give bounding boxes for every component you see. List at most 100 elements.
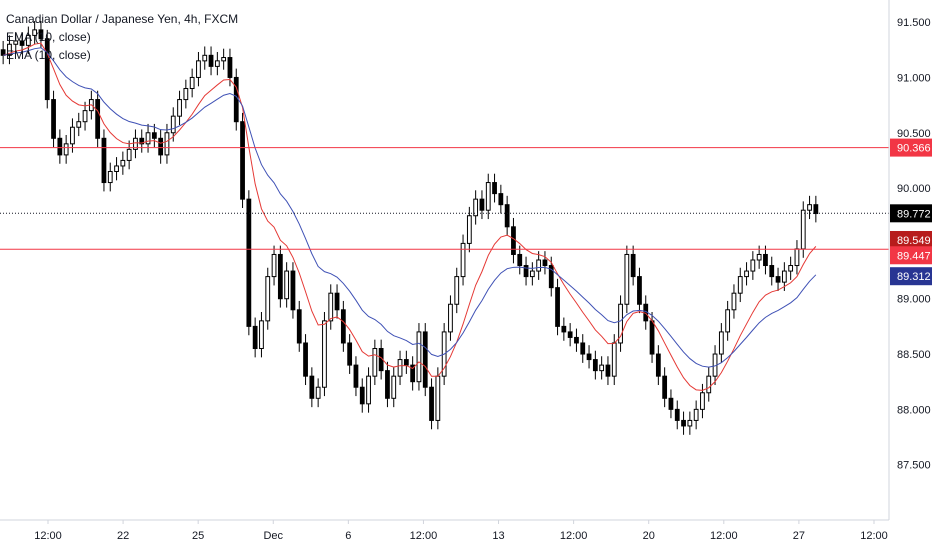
time-axis[interactable]: 12:00 22 25 Dec 6 12:00 13 12:00 20 12:00 27 12:00 bbox=[34, 520, 888, 542]
price-badge-label: 89.312 bbox=[897, 271, 931, 283]
candle-down bbox=[385, 370, 390, 399]
candle-up bbox=[183, 88, 189, 101]
candle-down bbox=[422, 331, 428, 388]
candle-down bbox=[479, 198, 485, 211]
candle-up bbox=[687, 419, 693, 427]
x-tick-label: 22 bbox=[117, 530, 129, 542]
candle-down bbox=[101, 137, 107, 184]
candle-up bbox=[196, 60, 201, 78]
price-badge-label: 89.772 bbox=[897, 208, 931, 220]
candle-down bbox=[555, 287, 560, 327]
candle-up bbox=[82, 110, 88, 123]
candle-down bbox=[769, 265, 775, 278]
candle-up bbox=[718, 331, 724, 355]
candle-down bbox=[586, 353, 592, 361]
candle-up bbox=[536, 259, 542, 272]
candle-up bbox=[221, 57, 227, 62]
candle-down bbox=[208, 54, 214, 67]
y-tick-label: 88.500 bbox=[897, 349, 931, 361]
candle-down bbox=[429, 386, 434, 421]
candle-down bbox=[51, 99, 56, 139]
candle-up bbox=[750, 259, 756, 272]
candle-up bbox=[32, 29, 38, 36]
candle-down bbox=[309, 375, 315, 399]
candle-down bbox=[637, 276, 642, 305]
candle-down bbox=[359, 386, 365, 405]
candle-up bbox=[372, 348, 378, 377]
x-tick-label: Dec bbox=[263, 530, 283, 542]
candle-down bbox=[511, 226, 516, 255]
candle-down bbox=[246, 198, 252, 327]
candle-up bbox=[529, 270, 535, 278]
candle-up bbox=[416, 331, 422, 383]
candle-up bbox=[259, 320, 264, 350]
price-badge-ema-slow bbox=[890, 267, 932, 286]
candle-up bbox=[744, 270, 749, 278]
candle-down bbox=[44, 38, 50, 101]
price-axis[interactable]: 91.50091.00090.50090.00089.50089.00088.5… bbox=[897, 17, 931, 472]
candle-down bbox=[38, 29, 44, 40]
candle-down bbox=[548, 265, 554, 289]
x-tick-label: 13 bbox=[492, 530, 504, 542]
candle-down bbox=[233, 76, 239, 123]
candle-up bbox=[700, 392, 705, 410]
candle-up bbox=[466, 215, 472, 244]
price-badge-label: 89.447 bbox=[897, 250, 931, 262]
y-tick-label: 88.000 bbox=[897, 404, 931, 416]
x-tick-label: 12:00 bbox=[560, 530, 588, 542]
candle-up bbox=[328, 292, 334, 322]
ema-slow-line bbox=[3, 47, 817, 368]
y-tick-label: 89.000 bbox=[897, 294, 931, 306]
candle-up bbox=[725, 309, 731, 333]
price-badge-support bbox=[890, 246, 932, 265]
x-tick-label: 20 bbox=[643, 530, 655, 542]
candle-up bbox=[164, 132, 170, 156]
candle-down bbox=[681, 419, 686, 427]
candle-up bbox=[397, 359, 403, 377]
candle-up bbox=[25, 34, 31, 46]
candle-down bbox=[662, 375, 668, 399]
candle-up bbox=[145, 132, 151, 145]
candle-up bbox=[618, 303, 623, 344]
candle-up bbox=[731, 292, 737, 311]
legend-title: Canadian Dollar / Japanese Yen, 4h, FXCM bbox=[6, 12, 239, 26]
candle-down bbox=[574, 336, 579, 344]
candle-down bbox=[655, 353, 661, 377]
candle-up bbox=[284, 270, 290, 300]
candle-down bbox=[403, 359, 409, 366]
candle-down bbox=[240, 121, 245, 200]
x-tick-label: 12:00 bbox=[410, 530, 438, 542]
candle-up bbox=[473, 198, 479, 217]
candle-down bbox=[410, 364, 416, 383]
x-tick-label: 12:00 bbox=[34, 530, 62, 542]
candle-down bbox=[347, 342, 353, 366]
candle-up bbox=[756, 253, 762, 261]
candle-down bbox=[353, 364, 359, 388]
candle-down bbox=[498, 193, 504, 206]
price-badge-last bbox=[890, 204, 932, 223]
candle-down bbox=[668, 397, 674, 410]
candle-down bbox=[277, 253, 283, 300]
plot-area[interactable] bbox=[0, 21, 889, 435]
candle-up bbox=[807, 204, 812, 211]
candle-up bbox=[189, 76, 195, 90]
candle-down bbox=[296, 309, 302, 344]
candle-up bbox=[214, 60, 220, 67]
candle-up bbox=[126, 148, 132, 161]
candle-up bbox=[120, 159, 126, 167]
candle-down bbox=[151, 132, 157, 139]
candle-down bbox=[567, 331, 573, 338]
candle-up bbox=[76, 121, 82, 128]
price-badges: 90.366 89.772 89.549 89.447 89.312 bbox=[890, 138, 932, 286]
candle-up bbox=[271, 253, 277, 278]
candle-up bbox=[485, 182, 491, 211]
candle-down bbox=[227, 57, 233, 78]
candle-down bbox=[592, 359, 598, 372]
candle-down bbox=[95, 99, 101, 139]
candle-down bbox=[630, 253, 636, 278]
x-tick-label: 27 bbox=[793, 530, 805, 542]
x-tick-label: 12:00 bbox=[710, 530, 738, 542]
candle-down bbox=[492, 182, 497, 195]
candle-up bbox=[107, 170, 113, 184]
